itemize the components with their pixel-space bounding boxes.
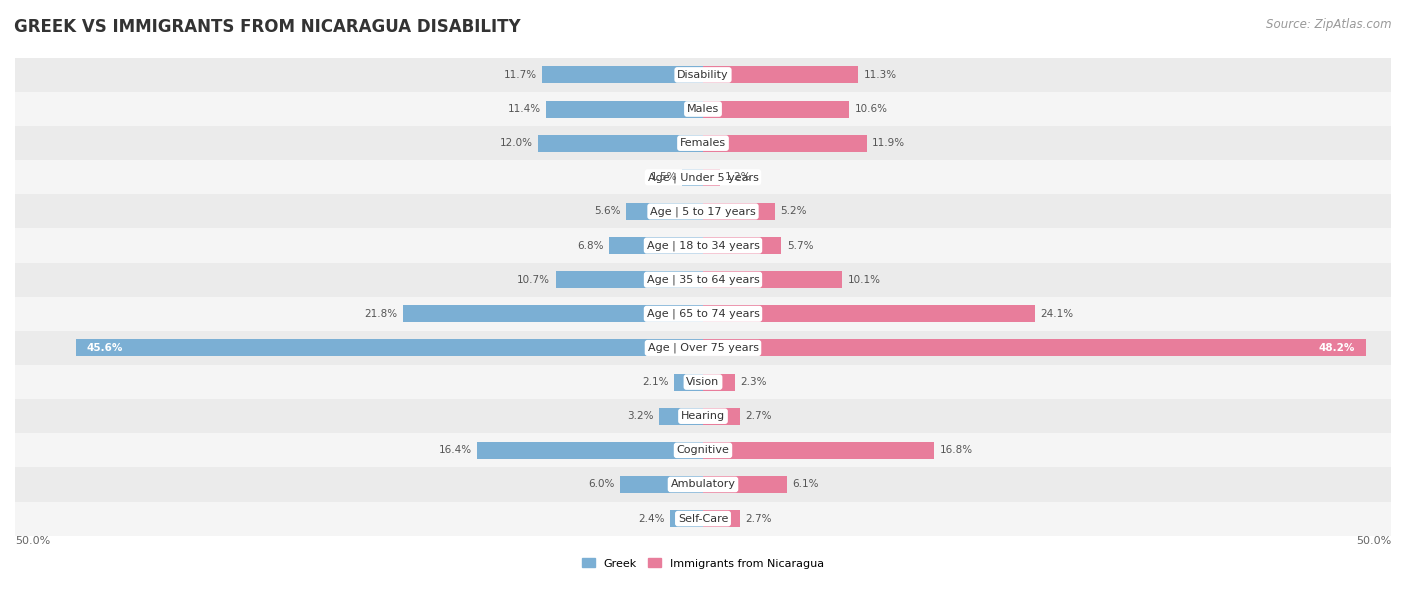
Text: Cognitive: Cognitive — [676, 446, 730, 455]
Bar — [703, 100, 849, 118]
Bar — [620, 476, 703, 493]
Bar — [15, 331, 1391, 365]
Bar — [703, 442, 934, 459]
Bar — [659, 408, 703, 425]
Bar — [703, 408, 740, 425]
Text: GREEK VS IMMIGRANTS FROM NICARAGUA DISABILITY: GREEK VS IMMIGRANTS FROM NICARAGUA DISAB… — [14, 18, 520, 36]
Text: Age | 65 to 74 years: Age | 65 to 74 years — [647, 308, 759, 319]
Text: 10.7%: 10.7% — [517, 275, 550, 285]
Bar — [15, 195, 1391, 228]
Bar — [546, 100, 703, 118]
Text: 11.3%: 11.3% — [865, 70, 897, 80]
Text: 3.2%: 3.2% — [627, 411, 654, 421]
Bar — [15, 297, 1391, 331]
Text: 11.9%: 11.9% — [872, 138, 905, 148]
Bar — [538, 135, 703, 152]
Bar — [555, 271, 703, 288]
Bar — [15, 365, 1391, 399]
Text: 6.8%: 6.8% — [578, 241, 605, 250]
Bar — [15, 228, 1391, 263]
Bar — [15, 433, 1391, 468]
Text: 50.0%: 50.0% — [15, 536, 51, 547]
Bar — [15, 92, 1391, 126]
Bar — [682, 169, 703, 186]
Bar — [626, 203, 703, 220]
Bar — [703, 237, 782, 254]
Text: 1.2%: 1.2% — [725, 173, 752, 182]
Text: 10.1%: 10.1% — [848, 275, 880, 285]
Text: Age | Under 5 years: Age | Under 5 years — [648, 172, 758, 182]
Text: 2.3%: 2.3% — [740, 377, 766, 387]
Bar — [15, 468, 1391, 501]
Bar — [673, 373, 703, 390]
Text: 48.2%: 48.2% — [1319, 343, 1355, 353]
Text: 45.6%: 45.6% — [87, 343, 122, 353]
Text: 10.6%: 10.6% — [855, 104, 887, 114]
Text: 5.7%: 5.7% — [787, 241, 814, 250]
Bar — [15, 399, 1391, 433]
Bar — [15, 160, 1391, 195]
Text: Disability: Disability — [678, 70, 728, 80]
Text: Ambulatory: Ambulatory — [671, 479, 735, 490]
Text: 2.1%: 2.1% — [643, 377, 669, 387]
Bar — [703, 169, 720, 186]
Text: 11.7%: 11.7% — [503, 70, 537, 80]
Bar — [703, 305, 1035, 323]
Text: 11.4%: 11.4% — [508, 104, 541, 114]
Text: 24.1%: 24.1% — [1040, 309, 1073, 319]
Bar — [703, 510, 740, 527]
Bar — [671, 510, 703, 527]
Bar — [703, 476, 787, 493]
Text: Self-Care: Self-Care — [678, 513, 728, 524]
Text: 5.2%: 5.2% — [780, 206, 807, 217]
Text: 12.0%: 12.0% — [499, 138, 533, 148]
Text: 2.7%: 2.7% — [745, 513, 772, 524]
Text: 5.6%: 5.6% — [593, 206, 620, 217]
Bar — [15, 263, 1391, 297]
Bar — [703, 373, 735, 390]
Text: 2.4%: 2.4% — [638, 513, 665, 524]
Text: Males: Males — [688, 104, 718, 114]
Text: Hearing: Hearing — [681, 411, 725, 421]
Text: 6.0%: 6.0% — [589, 479, 614, 490]
Text: Vision: Vision — [686, 377, 720, 387]
Bar — [76, 340, 703, 356]
Text: 2.7%: 2.7% — [745, 411, 772, 421]
Bar — [15, 501, 1391, 536]
Text: Age | 35 to 64 years: Age | 35 to 64 years — [647, 274, 759, 285]
Bar — [703, 203, 775, 220]
Text: 1.5%: 1.5% — [651, 173, 676, 182]
Text: Source: ZipAtlas.com: Source: ZipAtlas.com — [1267, 18, 1392, 31]
Text: 50.0%: 50.0% — [1355, 536, 1391, 547]
Bar — [404, 305, 703, 323]
Bar — [541, 66, 703, 83]
Legend: Greek, Immigrants from Nicaragua: Greek, Immigrants from Nicaragua — [576, 554, 830, 573]
Bar — [703, 66, 859, 83]
Text: 16.8%: 16.8% — [939, 446, 973, 455]
Bar — [703, 271, 842, 288]
Bar — [703, 135, 866, 152]
Bar — [703, 340, 1367, 356]
Bar — [609, 237, 703, 254]
Text: 16.4%: 16.4% — [439, 446, 472, 455]
Text: 21.8%: 21.8% — [364, 309, 398, 319]
Bar — [15, 58, 1391, 92]
Text: Females: Females — [681, 138, 725, 148]
Text: Age | 18 to 34 years: Age | 18 to 34 years — [647, 241, 759, 251]
Text: 6.1%: 6.1% — [793, 479, 818, 490]
Bar — [15, 126, 1391, 160]
Text: Age | Over 75 years: Age | Over 75 years — [648, 343, 758, 353]
Bar — [477, 442, 703, 459]
Text: Age | 5 to 17 years: Age | 5 to 17 years — [650, 206, 756, 217]
